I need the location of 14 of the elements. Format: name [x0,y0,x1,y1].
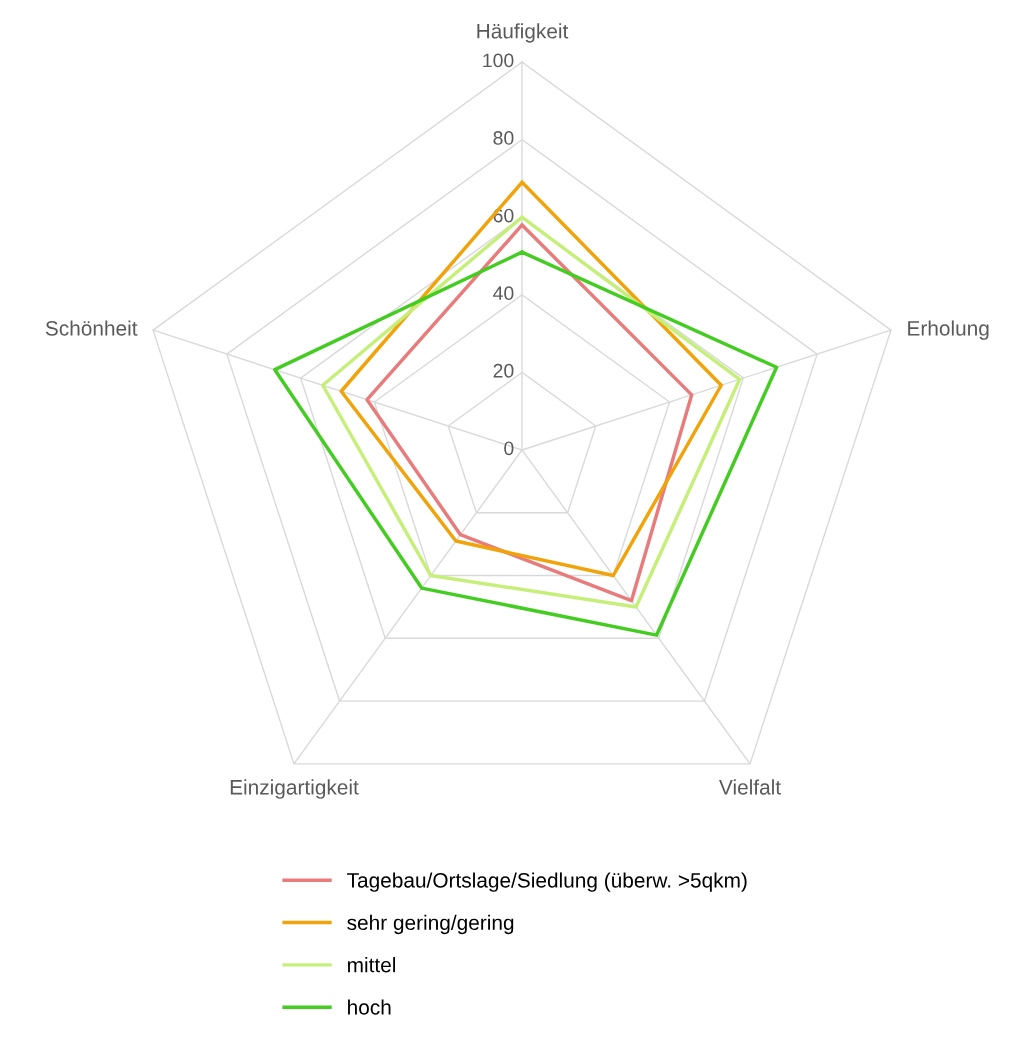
y-tick-label: 0 [504,441,514,456]
spoke-label: Vielfalt [719,779,781,795]
legend-label: hoch [348,999,391,1015]
y-tick-label: 40 [493,286,514,301]
legend-label: mittel [348,957,396,973]
y-tick-label: 100 [483,53,514,68]
spoke-label: Häufigkeit [477,23,569,43]
spoke-label: Erholung [908,320,989,340]
y-tick-label: 20 [493,363,514,378]
spoke-label: Einzigartigkeit [230,779,359,799]
spoke-label: Schönheit [45,320,138,336]
legend-label: Tagebau/Ortslage/Siedlung (überw. >5qkm) [347,872,747,892]
legend-label: sehr gering/gering [347,914,514,935]
y-tick-label: 80 [493,131,514,145]
